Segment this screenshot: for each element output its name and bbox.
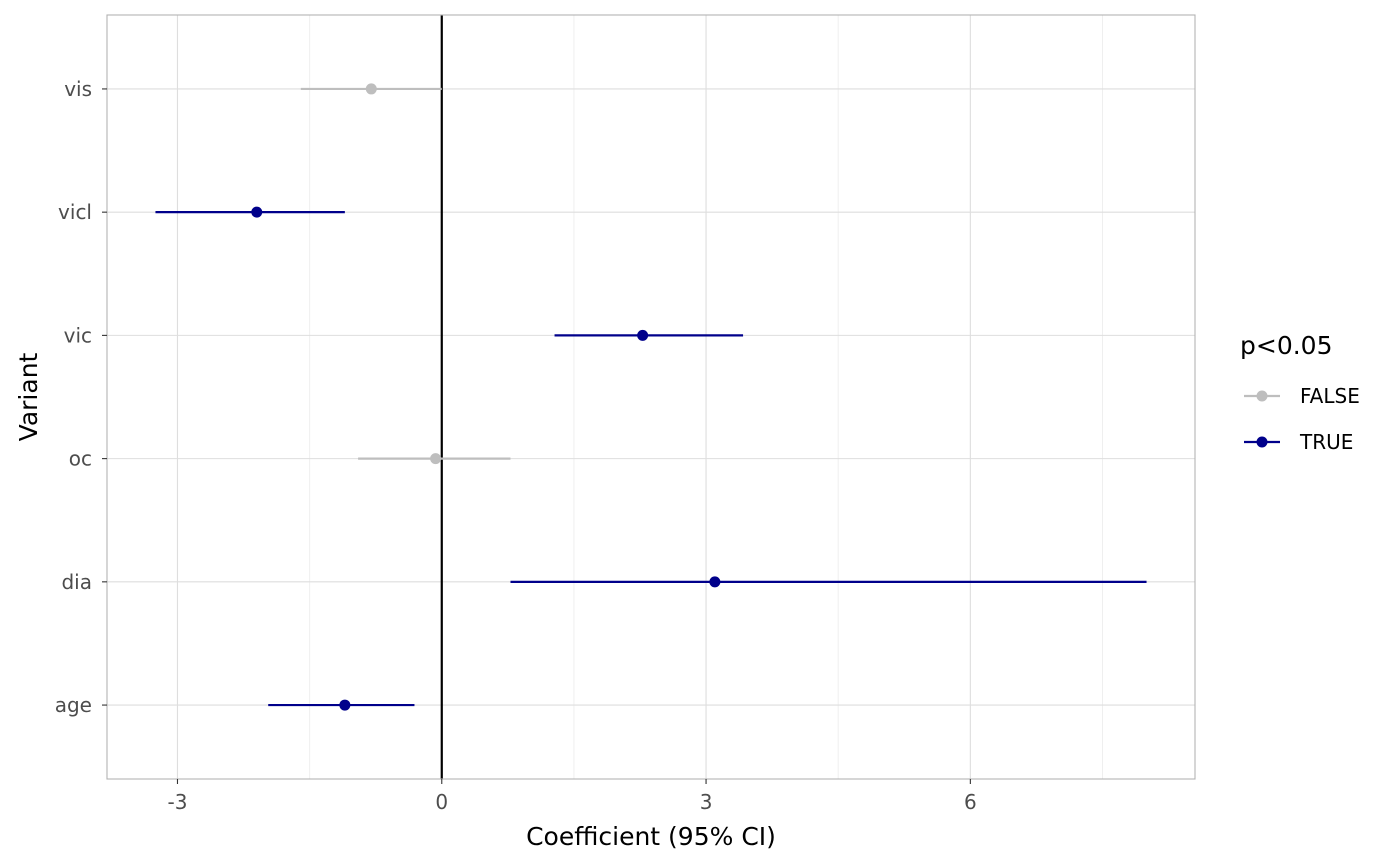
legend-label: TRUE: [1299, 430, 1353, 454]
y-axis-ticks: vis vicl vic oc dia age: [55, 77, 107, 717]
x-tick-label: 0: [435, 790, 448, 814]
x-axis-ticks: -3 0 3 6: [168, 779, 977, 814]
y-axis-title: Variant: [14, 352, 43, 441]
estimate-point-oc: [430, 453, 442, 465]
y-tick-label: oc: [69, 447, 92, 471]
x-tick-label: -3: [168, 790, 188, 814]
legend-title: p<0.05: [1240, 331, 1332, 360]
y-tick-label: age: [55, 693, 92, 717]
x-tick-label: 6: [964, 790, 977, 814]
estimate-marks: [155, 83, 1147, 711]
estimate-point-dia: [709, 576, 721, 588]
x-axis-title: Coefficient (95% CI): [526, 822, 776, 851]
legend: p<0.05 FALSE TRUE: [1240, 331, 1360, 454]
legend-key-point: [1256, 390, 1268, 402]
y-tick-label: vis: [64, 77, 92, 101]
estimate-point-vicl: [251, 206, 263, 218]
legend-label: FALSE: [1300, 384, 1360, 408]
estimate-point-age: [339, 699, 351, 711]
legend-entries: FALSE TRUE: [1244, 384, 1360, 454]
x-tick-label: 3: [700, 790, 713, 814]
y-tick-label: vicl: [58, 200, 92, 224]
legend-key-point: [1256, 436, 1268, 448]
estimate-point-vic: [637, 329, 649, 341]
y-tick-label: dia: [61, 570, 92, 594]
y-tick-label: vic: [64, 323, 92, 347]
minor-gridlines: [309, 15, 1103, 779]
panel-border: [106, 14, 1196, 780]
estimate-point-vis: [365, 83, 377, 95]
